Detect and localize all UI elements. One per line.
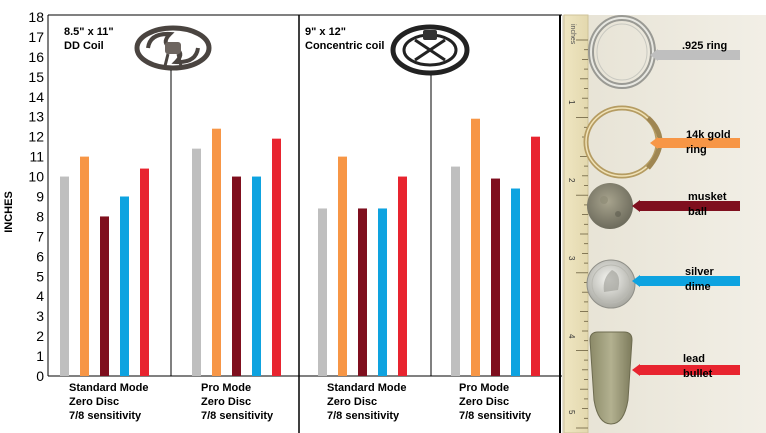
y-axis-label: INCHES: [3, 191, 15, 233]
concentric-coil-title: 9" x 12" Concentric coil: [305, 26, 385, 52]
bar-lead-bullet-1: [140, 168, 149, 376]
bar-silver-dime-1: [120, 196, 129, 376]
legend-arrow-head-5: [632, 364, 640, 376]
y-tick-label: 10: [28, 169, 44, 185]
bar-musket-ball-3: [358, 208, 367, 376]
legend-label-gold-ring: 14k gold ring: [686, 129, 731, 156]
legend-arrow-head-2: [650, 137, 658, 149]
ruler-number: 5: [567, 410, 576, 415]
y-tick-label: 16: [28, 49, 44, 65]
musket-ball-image: [587, 183, 633, 229]
bar-14k-gold-ring-2: [212, 128, 221, 376]
lead-bullet-image: [589, 331, 633, 425]
bar-musket-ball-1: [100, 216, 109, 376]
bar-925-ring-4: [451, 166, 460, 376]
legend-arrow-3: [640, 201, 740, 211]
y-tick-label: 2: [36, 328, 44, 344]
category-label-2: Pro Mode Zero Disc 7/8 sensitivity: [201, 382, 274, 422]
y-tick-label: 12: [28, 129, 44, 145]
y-tick-label: 17: [28, 29, 44, 45]
bar-lead-bullet-4: [531, 136, 540, 376]
bar-14k-gold-ring-3: [338, 156, 347, 376]
legend-arrows: [632, 49, 740, 376]
bar-silver-dime-4: [511, 188, 520, 376]
silver-dime-image: [586, 259, 636, 309]
category-label-4: Pro Mode Zero Disc 7/8 sensitivity: [459, 382, 532, 422]
legend-arrow-5: [640, 365, 740, 375]
y-tick-label: 4: [36, 288, 44, 304]
ruler-number: 2: [567, 178, 576, 183]
y-tick-label: 18: [28, 9, 44, 25]
bar-14k-gold-ring-4: [471, 118, 480, 376]
bar-musket-ball-2: [232, 176, 241, 376]
legend-label-musket-ball: musket ball: [688, 191, 727, 218]
y-tick-label: 0: [36, 368, 44, 384]
legend-label-silver-dime: silver dime: [685, 266, 714, 293]
bar-silver-dime-2: [252, 176, 261, 376]
y-tick-label: 1: [36, 348, 44, 364]
ruler-ticks: 1 2 3 4 5: [567, 39, 588, 429]
y-tick-label: 3: [36, 308, 44, 324]
y-tick-label: 5: [36, 268, 44, 284]
bar-silver-dime-3: [378, 208, 387, 376]
category-label-1: Standard Mode Zero Disc 7/8 sensitivity: [69, 382, 149, 422]
bar-musket-ball-4: [491, 178, 500, 376]
legend-arrow-1: [658, 50, 740, 60]
bar-14k-gold-ring-1: [80, 156, 89, 376]
dd-coil-title: 8.5" x 11" DD Coil: [64, 26, 114, 52]
ruler-number: 4: [567, 334, 576, 339]
y-tick-label: 7: [36, 228, 44, 244]
legend-arrow-head-4: [632, 275, 640, 287]
legend-arrow-head-1: [650, 49, 658, 61]
y-tick-label: 11: [29, 149, 44, 165]
y-tick-label: 13: [28, 109, 44, 125]
concentric-coil-icon: [390, 24, 470, 76]
ruler-number: 3: [567, 256, 576, 261]
bars: [60, 118, 540, 376]
legend-arrow-head-3: [632, 200, 640, 212]
bar-925-ring-1: [60, 176, 69, 376]
category-label-3: Standard Mode Zero Disc 7/8 sensitivity: [327, 382, 407, 422]
legend-arrow-2: [658, 138, 740, 148]
legend-label-lead-bullet: lead bullet: [683, 353, 713, 380]
bar-925-ring-3: [318, 208, 327, 376]
ruler-number: 1: [567, 100, 576, 105]
y-tick-label: 14: [28, 89, 44, 105]
y-tick-label: 9: [36, 189, 44, 205]
legend-label-silver-ring: .925 ring: [682, 40, 728, 52]
y-tick-label: 8: [36, 208, 44, 224]
bar-925-ring-2: [192, 148, 201, 376]
bar-lead-bullet-3: [398, 176, 407, 376]
silver-ring-image: [588, 15, 656, 89]
dd-coil-icon: [134, 25, 212, 71]
bar-lead-bullet-2: [272, 138, 281, 376]
legend-arrow-4: [640, 276, 740, 286]
y-tick-label: 15: [28, 69, 44, 85]
ruler-label: inches: [569, 24, 576, 45]
y-tick-label: 6: [36, 248, 44, 264]
